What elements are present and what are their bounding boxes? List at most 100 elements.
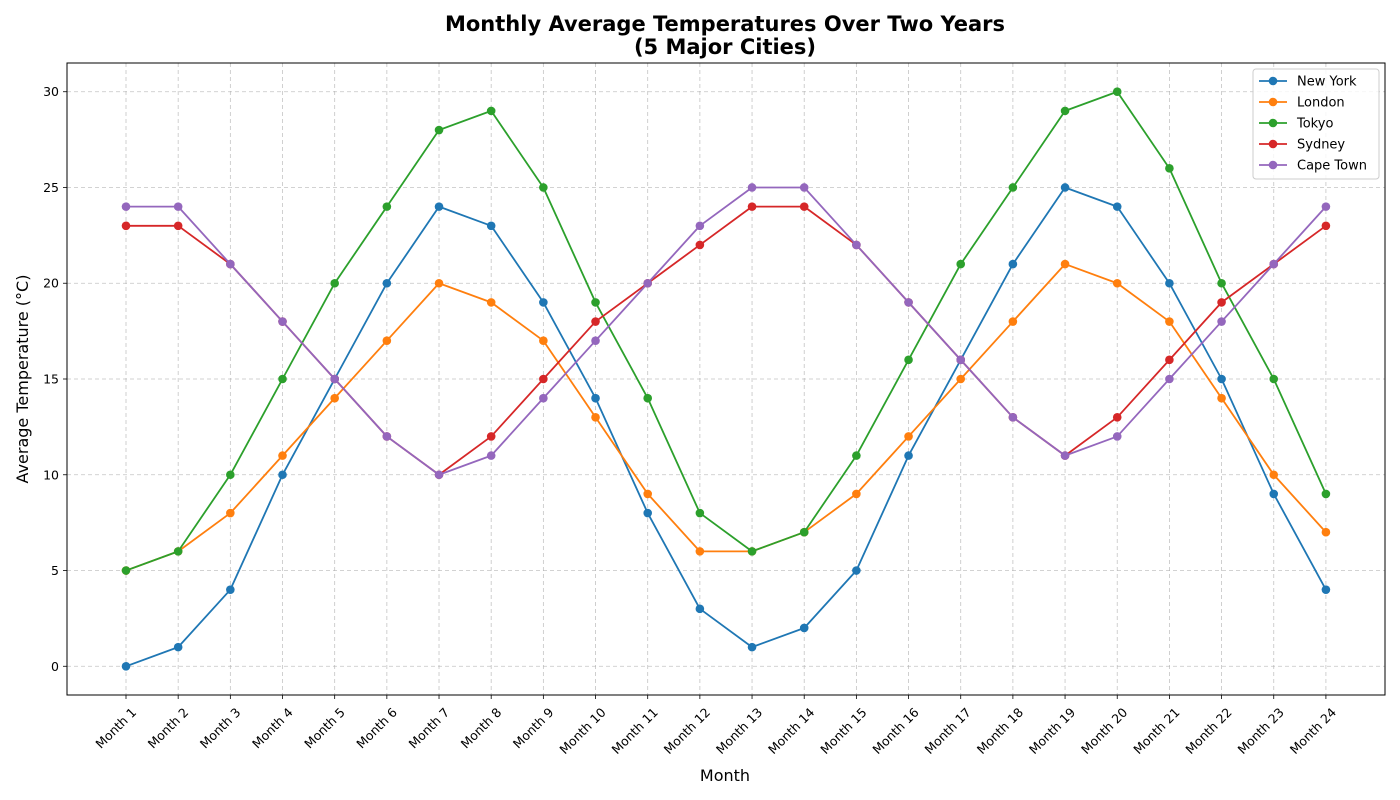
chart-subtitle: (5 Major Cities)	[634, 35, 816, 59]
legend-item-tokyo: Tokyo	[1259, 117, 1333, 132]
data-point-sydney	[1321, 221, 1331, 231]
data-point-tokyo	[695, 508, 705, 518]
axes: Month 1 Month 2 Month 3 Month 4 Month 5 Month…	[43, 84, 1339, 757]
data-point-tokyo	[1217, 278, 1226, 288]
data-point-new-york	[278, 470, 287, 480]
data-point-new-york	[643, 508, 652, 518]
data-point-tokyo	[1008, 183, 1018, 192]
data-point-sydney	[173, 221, 183, 231]
legend-frame	[1252, 68, 1380, 180]
data-point-new-york	[434, 202, 444, 211]
legend-label: New York	[1297, 75, 1357, 90]
data-point-new-york	[226, 585, 235, 594]
data-point-cape-town	[1321, 202, 1331, 211]
legend-label: Tokyo	[1296, 117, 1333, 132]
x-tick-label: Month 4	[249, 705, 296, 752]
data-point-london	[904, 432, 913, 441]
x-tick-label: Month 2	[145, 705, 192, 752]
grid	[67, 63, 1385, 695]
data-point-tokyo	[799, 527, 809, 537]
data-point-cape-town	[226, 259, 235, 269]
x-tick-label: Month 11	[609, 705, 661, 757]
series-line-new-york	[125, 186, 1327, 668]
data-point-new-york	[1008, 259, 1018, 269]
data-point-london	[591, 413, 600, 422]
data-point-cape-town	[486, 451, 496, 460]
data-point-london	[1269, 470, 1279, 480]
data-point-london	[382, 336, 392, 345]
legend-swatch-marker	[1268, 160, 1278, 170]
x-tick-label: Month 12	[661, 705, 713, 757]
data-point-tokyo	[539, 183, 548, 192]
y-axis-label: Average Temperature (°C)	[13, 275, 32, 484]
data-point-cape-town	[330, 374, 339, 384]
data-point-tokyo	[382, 202, 392, 211]
x-tick-label: Month 18	[974, 705, 1026, 757]
x-tick-label: Month 15	[817, 705, 869, 757]
data-point-london	[278, 451, 287, 460]
data-point-new-york	[1269, 489, 1279, 499]
plot-frame	[66, 62, 1386, 696]
x-tick-label: Month 5	[301, 705, 348, 752]
data-point-cape-town	[1060, 451, 1070, 460]
data-point-london	[1112, 278, 1122, 288]
data-point-cape-town	[956, 355, 966, 365]
x-tick-label: Month 24	[1287, 705, 1339, 757]
series-cape-town	[121, 183, 1331, 480]
data-point-london	[330, 393, 339, 403]
data-point-sydney	[1112, 413, 1122, 422]
data-point-cape-town	[852, 240, 861, 250]
legend-item-new-york: New York	[1259, 75, 1357, 90]
legend-label: London	[1297, 96, 1345, 111]
data-point-tokyo	[1165, 164, 1174, 173]
y-tick-label: 15	[43, 372, 59, 387]
data-point-new-york	[852, 566, 861, 575]
data-point-new-york	[1217, 374, 1226, 384]
data-point-london	[1321, 527, 1331, 537]
data-point-london	[486, 298, 496, 307]
data-point-sydney	[1165, 355, 1174, 365]
data-point-cape-town	[278, 317, 287, 326]
data-point-tokyo	[434, 125, 444, 135]
data-point-new-york	[121, 661, 131, 671]
data-point-sydney	[747, 202, 757, 211]
data-point-new-york	[173, 642, 183, 652]
data-point-new-york	[695, 604, 705, 614]
data-point-tokyo	[643, 393, 652, 403]
data-point-sydney	[121, 221, 131, 231]
legend: New York London Tokyo Sydney Cape Town	[1252, 68, 1380, 180]
data-point-tokyo	[278, 374, 287, 384]
x-tick-label: Month 21	[1130, 705, 1182, 757]
data-point-new-york	[799, 623, 809, 633]
x-tick-label: Month 13	[713, 705, 765, 757]
data-point-cape-town	[434, 470, 444, 480]
x-tick-label: Month 8	[458, 705, 505, 752]
data-point-london	[1008, 317, 1018, 326]
data-point-tokyo	[1269, 374, 1279, 384]
chart-title: Monthly Average Temperatures Over Two Ye…	[445, 12, 1005, 36]
x-tick-label: Month 17	[922, 705, 974, 757]
data-point-cape-town	[591, 336, 600, 345]
series-line-sydney	[126, 205, 1327, 476]
data-point-tokyo	[956, 259, 966, 269]
data-point-cape-town	[643, 278, 652, 288]
data-point-new-york	[747, 642, 757, 652]
legend-label: Sydney	[1297, 138, 1345, 153]
data-point-london	[1165, 317, 1174, 326]
data-point-tokyo	[591, 298, 600, 307]
data-point-sydney	[486, 432, 496, 441]
data-point-sydney	[799, 202, 809, 211]
data-point-tokyo	[226, 470, 235, 480]
data-point-new-york	[1165, 278, 1174, 288]
data-point-sydney	[539, 374, 548, 384]
data-point-london	[226, 508, 235, 518]
series-new-york	[121, 183, 1331, 671]
data-point-cape-town	[382, 432, 392, 441]
series-line-london	[125, 263, 1327, 572]
data-point-tokyo	[1321, 489, 1331, 499]
data-point-new-york	[1060, 183, 1070, 192]
series-london	[121, 259, 1331, 575]
data-point-tokyo	[121, 566, 131, 575]
data-point-new-york	[1112, 202, 1122, 211]
